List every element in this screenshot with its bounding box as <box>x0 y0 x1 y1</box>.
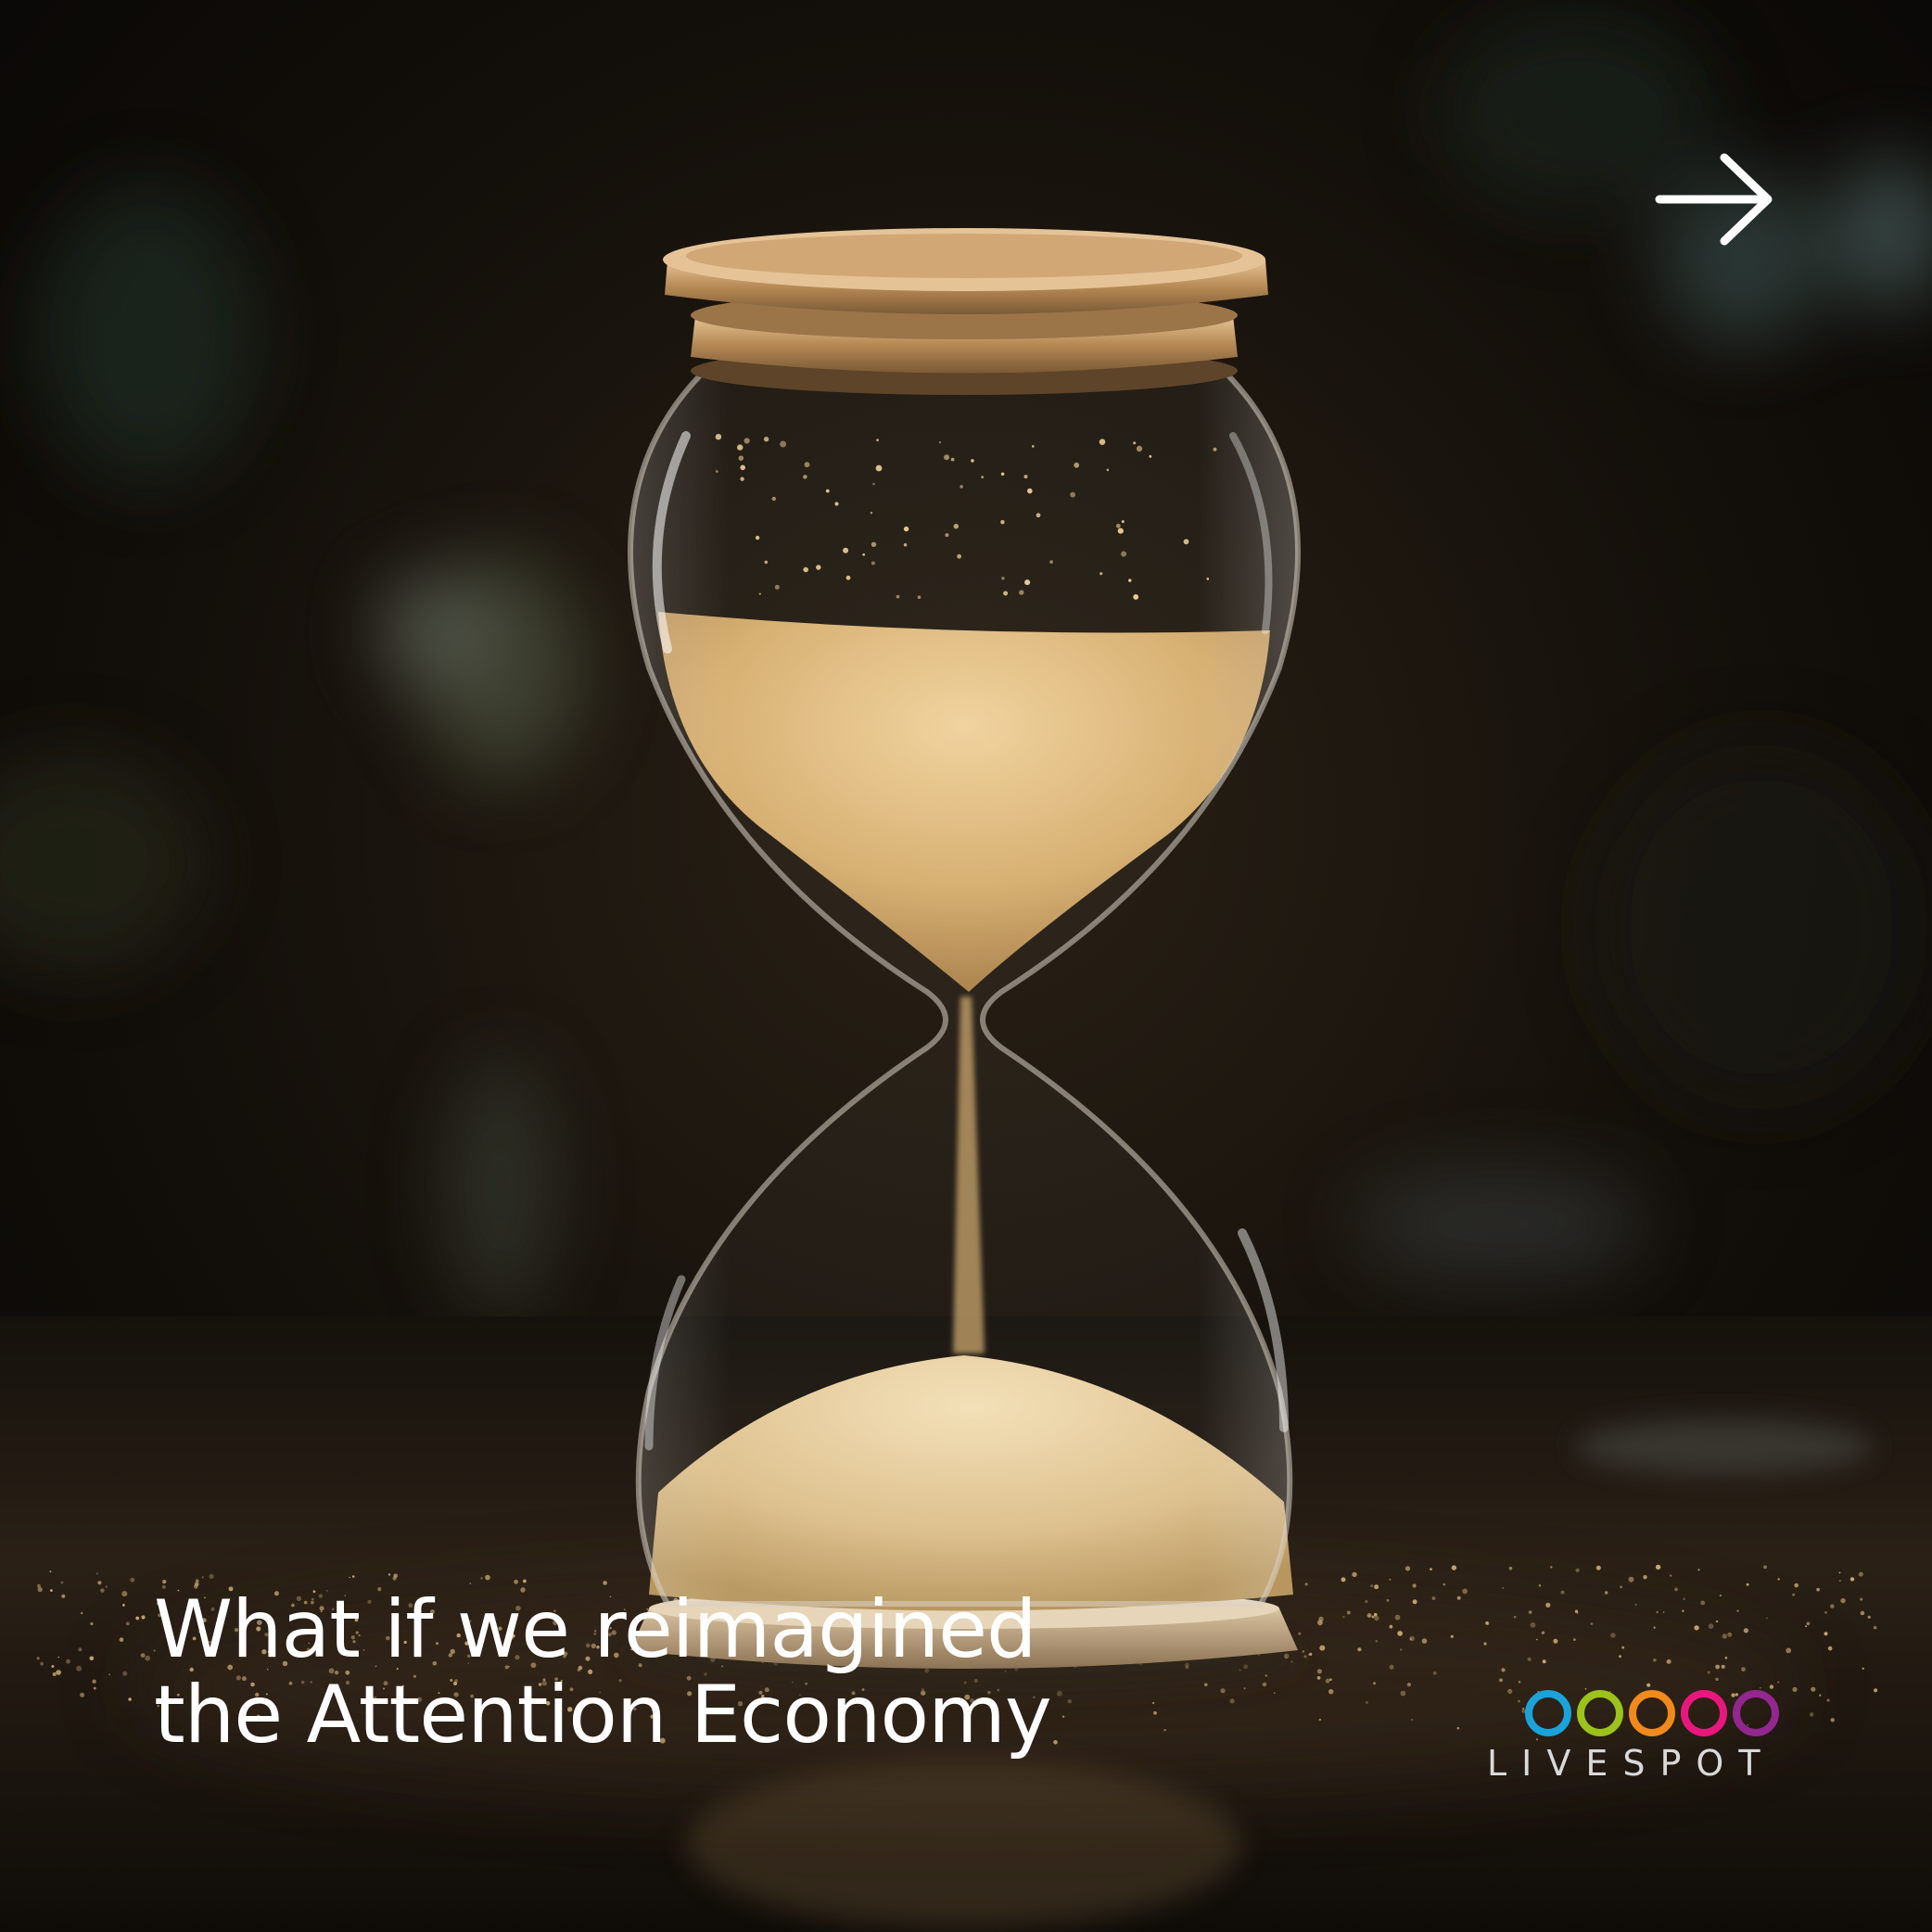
headline: What if we reimagined the Attention Econ… <box>154 1587 1174 1758</box>
logo-ring <box>1525 1690 1571 1736</box>
headline-line-2: the Attention Economy <box>154 1669 1052 1761</box>
logo-ring <box>1577 1690 1623 1736</box>
logo-rings-icon <box>1525 1690 1779 1736</box>
livespot-logo: LIVESPOT <box>1483 1689 1780 1784</box>
logo-ring <box>1681 1690 1727 1736</box>
arrow-right-icon[interactable] <box>1650 148 1780 250</box>
logo-ring <box>1629 1690 1675 1736</box>
logo-ring <box>1733 1690 1779 1736</box>
logo-wordmark: LIVESPOT <box>1487 1743 1775 1784</box>
headline-line-1: What if we reimagined <box>154 1583 1037 1676</box>
